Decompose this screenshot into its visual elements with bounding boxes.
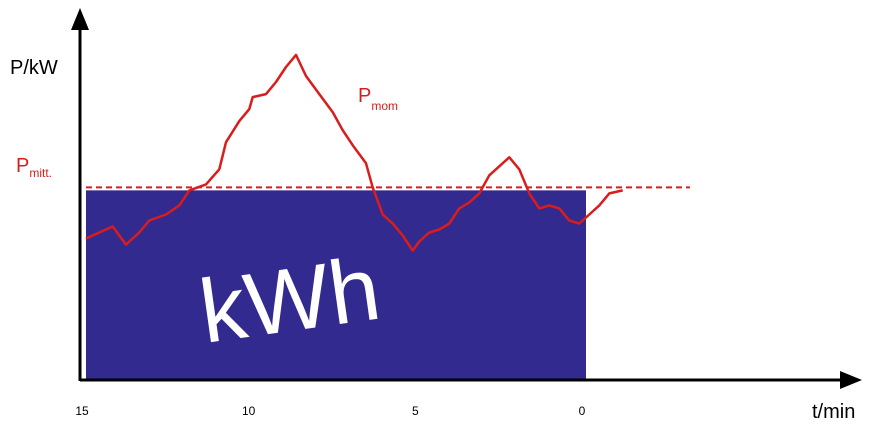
y-axis-arrow: [71, 8, 89, 30]
axes-layer: [71, 8, 862, 389]
x-axis-label: t/min: [812, 401, 855, 423]
x-tick-label: 10: [242, 404, 256, 418]
x-ticks-layer: 15 10 5 0: [75, 404, 585, 418]
momentary-power-label: Pmom: [358, 85, 398, 113]
average-power-symbol: P: [16, 155, 29, 177]
x-tick-label: 5: [412, 404, 419, 418]
kwh-area-label: kWh: [194, 239, 386, 363]
y-axis-label: P/kW: [10, 57, 58, 79]
momentary-power-layer: [85, 53, 623, 252]
average-power-subscript: mitt.: [29, 166, 52, 180]
kwh-area-layer: [86, 190, 586, 380]
kwh-area: [86, 190, 586, 380]
x-tick-label: 15: [75, 404, 89, 418]
average-power-label: Pmitt.: [16, 155, 52, 180]
x-axis-arrow: [840, 371, 862, 389]
x-tick-label: 0: [579, 404, 586, 418]
momentary-power-subscript: mom: [371, 99, 398, 113]
momentary-power-symbol: P: [358, 85, 371, 107]
momentary-power-line: [85, 53, 623, 252]
